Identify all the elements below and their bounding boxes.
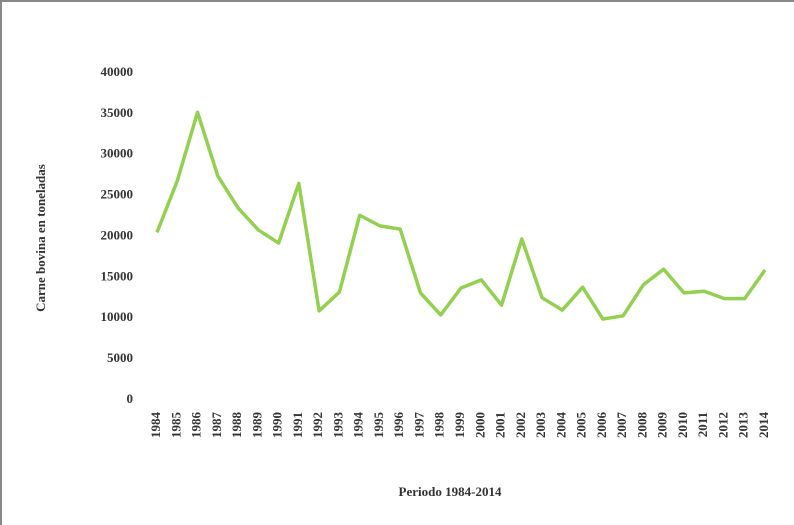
x-tick-label: 2002 (513, 412, 528, 438)
y-tick-label: 20000 (101, 227, 134, 242)
x-tick-label: 1997 (411, 412, 426, 439)
x-tick-label: 2013 (736, 412, 751, 439)
x-tick-label: 1985 (168, 412, 183, 439)
x-tick-label: 1992 (310, 412, 325, 438)
x-tick-label: 2008 (634, 412, 649, 439)
x-tick-label: 1991 (290, 412, 305, 438)
y-tick-label: 30000 (101, 146, 134, 161)
x-tick-label: 1994 (351, 412, 366, 439)
y-tick-label: 40000 (101, 64, 134, 79)
y-tick-label: 5000 (107, 350, 133, 365)
y-tick-label: 35000 (101, 105, 134, 120)
y-tick-label: 10000 (101, 309, 134, 324)
x-axis-label: Periodo 1984-2014 (399, 484, 502, 499)
x-tick-label: 1998 (432, 412, 447, 439)
x-tick-label: 2011 (695, 412, 710, 437)
x-tick-label: 1987 (209, 412, 224, 439)
x-tick-label: 2014 (756, 412, 771, 439)
x-tick-label: 1996 (391, 412, 406, 439)
y-tick-label: 15000 (101, 268, 134, 283)
y-tick-label: 25000 (101, 187, 134, 202)
x-tick-label: 2009 (655, 412, 670, 439)
x-tick-label: 1999 (452, 412, 467, 439)
x-tick-label: 2007 (614, 412, 629, 439)
x-tick-label: 1986 (189, 412, 204, 439)
x-tick-label: 1990 (270, 412, 285, 438)
x-tick-label: 1984 (148, 412, 163, 439)
x-tick-label: 2005 (574, 412, 589, 439)
x-tick-label: 1995 (371, 412, 386, 439)
x-tick-label: 2012 (715, 412, 730, 438)
x-tick-label: 2000 (472, 412, 487, 438)
x-tick-label: 2010 (675, 412, 690, 438)
x-tick-label: 1993 (330, 412, 345, 439)
y-tick-label: 0 (127, 391, 134, 406)
x-tick-label: 2004 (553, 412, 568, 439)
x-tick-label: 1989 (249, 412, 264, 439)
line-series (155, 110, 767, 321)
y-axis-label: Carne bovina en toneladas (33, 164, 48, 312)
x-tick-label: 2006 (594, 412, 609, 439)
x-tick-label: 2001 (493, 412, 508, 438)
x-tick-label: 1988 (229, 412, 244, 439)
x-tick-label: 2003 (533, 412, 548, 439)
